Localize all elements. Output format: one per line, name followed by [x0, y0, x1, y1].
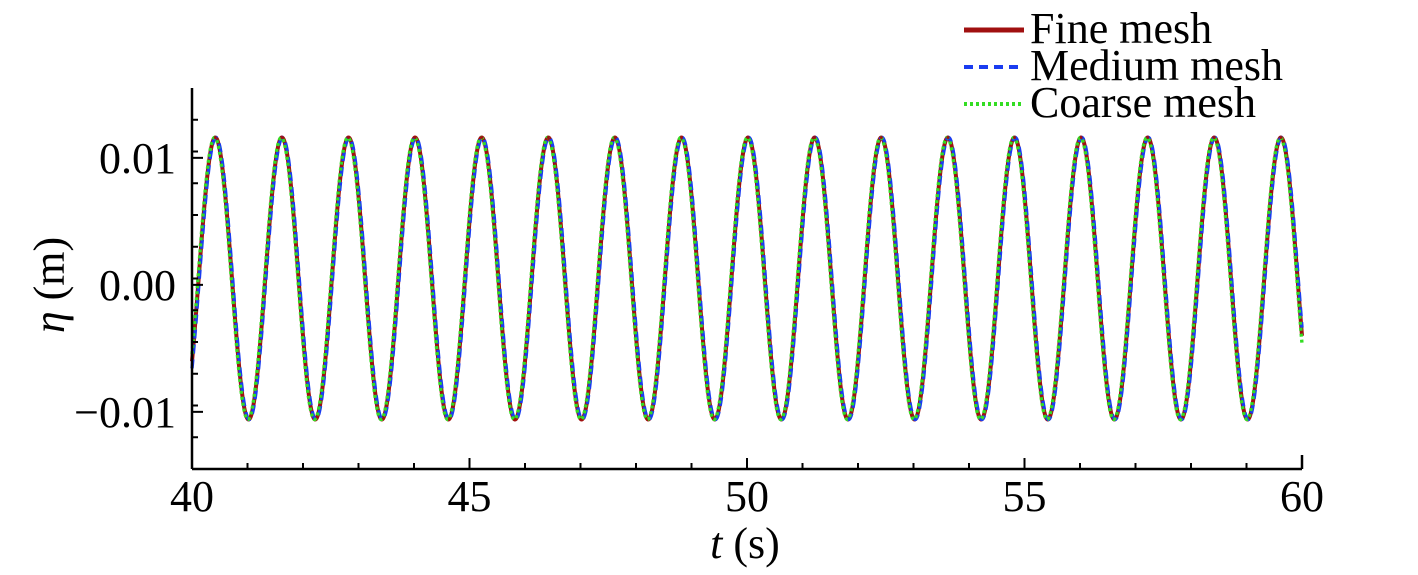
y-axis-title: η (m) [25, 237, 74, 333]
crest-point [1279, 136, 1283, 140]
crest-point [813, 136, 817, 140]
crest-point [347, 136, 351, 140]
crest-point [680, 136, 684, 140]
y-tick-label: −0.01 [74, 388, 176, 437]
crest-point [1013, 136, 1017, 140]
tick-labels: 40 45 50 55 60 −0.01 0.00 0.01 [74, 134, 1324, 521]
legend-label: Medium mesh [1030, 41, 1283, 90]
x-tick-label: 55 [1003, 472, 1047, 521]
crest-point [1212, 136, 1216, 140]
crest-point [280, 136, 284, 140]
plot-area [190, 135, 1304, 422]
crest-point [1079, 136, 1083, 140]
crest-point [946, 136, 950, 140]
y-tick-label: 0.00 [99, 261, 176, 310]
crest-point [413, 136, 417, 140]
x-axis-unit: (s) [722, 519, 779, 568]
crest-point [613, 136, 617, 140]
crest-point [879, 136, 883, 140]
x-tick-label: 60 [1280, 472, 1324, 521]
x-axis-title: t (s) [710, 519, 780, 568]
crest-point [480, 136, 484, 140]
x-tick-label: 45 [448, 472, 492, 521]
legend-label: Coarse mesh [1030, 78, 1256, 127]
legend-label: Fine mesh [1030, 4, 1212, 53]
crest-point [213, 136, 217, 140]
ticks [191, 118, 1303, 470]
crest-point [546, 136, 550, 140]
x-tick-label: 50 [725, 472, 769, 521]
x-axis-var: t [710, 519, 724, 568]
x-tick-label: 40 [170, 472, 214, 521]
y-axis-unit: (m) [25, 237, 74, 312]
y-tick-label: 0.01 [99, 134, 176, 183]
series-line [190, 135, 1304, 422]
y-axis-var: η [25, 311, 74, 333]
crest-point [746, 136, 750, 140]
series-line [190, 135, 1304, 422]
crest-point [1146, 136, 1150, 140]
